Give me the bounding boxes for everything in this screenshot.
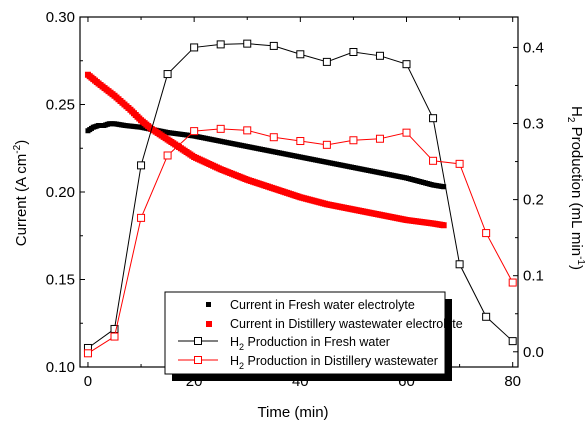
production-point [110,332,119,341]
production-point [269,41,278,50]
production-point [83,349,92,358]
legend-label-current-fresh: Current in Fresh water electrolyte [230,298,415,312]
production-point [429,156,438,165]
legend-marker-h2-fresh [194,337,202,345]
production-point [349,136,358,145]
y-left-axis-title: Current (A cm-2) [12,140,30,246]
production-point [216,124,225,133]
production-point [455,159,464,168]
x-tick-label: 80 [504,373,521,390]
production-point [482,229,491,238]
production-point [163,70,172,79]
production-point [296,137,305,146]
y-left-tick-label: 0.10 [46,359,75,376]
y-left-tick-label: 0.20 [46,184,75,201]
series-layer [83,39,517,358]
production-series-1 [83,124,517,358]
y-left-tick-label: 0.15 [46,272,75,289]
y-right-axis-ticks: 0.0 0.1 0.2 0.3 0.4 [513,39,544,361]
y-right-tick-label: 0.2 [523,192,544,209]
production-point [216,40,225,49]
y-left-tick-label: 0.25 [46,97,75,114]
y-left-tick-label: 0.30 [46,9,75,26]
production-point [137,213,146,222]
x-tick-label: 0 [84,373,92,390]
legend: Current in Fresh water electrolyte Curre… [164,291,463,381]
current-series-0 [85,121,447,190]
production-point [375,51,384,60]
legend-label-h2-fresh: H2 Production in Fresh water [230,335,390,352]
current-point [441,184,447,190]
x-axis-title: Time (min) [257,404,328,421]
production-point [243,126,252,135]
y-right-tick-label: 0.3 [523,116,544,133]
y-right-tick-label: 0.0 [523,344,544,361]
production-point [508,278,517,287]
production-point [163,151,172,160]
production-point [402,60,411,69]
production-point [190,43,199,52]
legend-label-current-distillery: Current in Distillery wastewater electro… [230,317,463,331]
legend-label-h2-distillery: H2 Production in Distillery wastewater [230,354,438,371]
production-point [243,39,252,48]
production-point [190,127,199,136]
production-point [375,134,384,143]
production-point [455,260,464,269]
y-right-tick-label: 0.1 [523,268,544,285]
production-point [349,48,358,56]
production-point [402,128,411,137]
legend-marker-current-distillery [206,321,212,327]
legend-marker-h2-distillery [194,356,202,364]
production-point [482,312,491,321]
production-series-0 [83,39,517,352]
production-point [110,324,119,333]
production-point [322,140,331,149]
y-right-axis-title: H2 Production (mL min-1) [565,106,586,270]
production-point [322,57,331,66]
y-left-axis-ticks: 0.10 0.15 0.20 0.25 0.30 [46,9,85,376]
production-point [296,50,305,59]
production-point [429,114,438,123]
production-point [269,133,278,142]
y-right-tick-label: 0.4 [523,39,544,56]
production-point [137,161,146,170]
current-series-1 [84,71,447,229]
legend-marker-current-fresh [206,302,211,307]
current-point [440,222,447,229]
production-point [508,337,517,346]
